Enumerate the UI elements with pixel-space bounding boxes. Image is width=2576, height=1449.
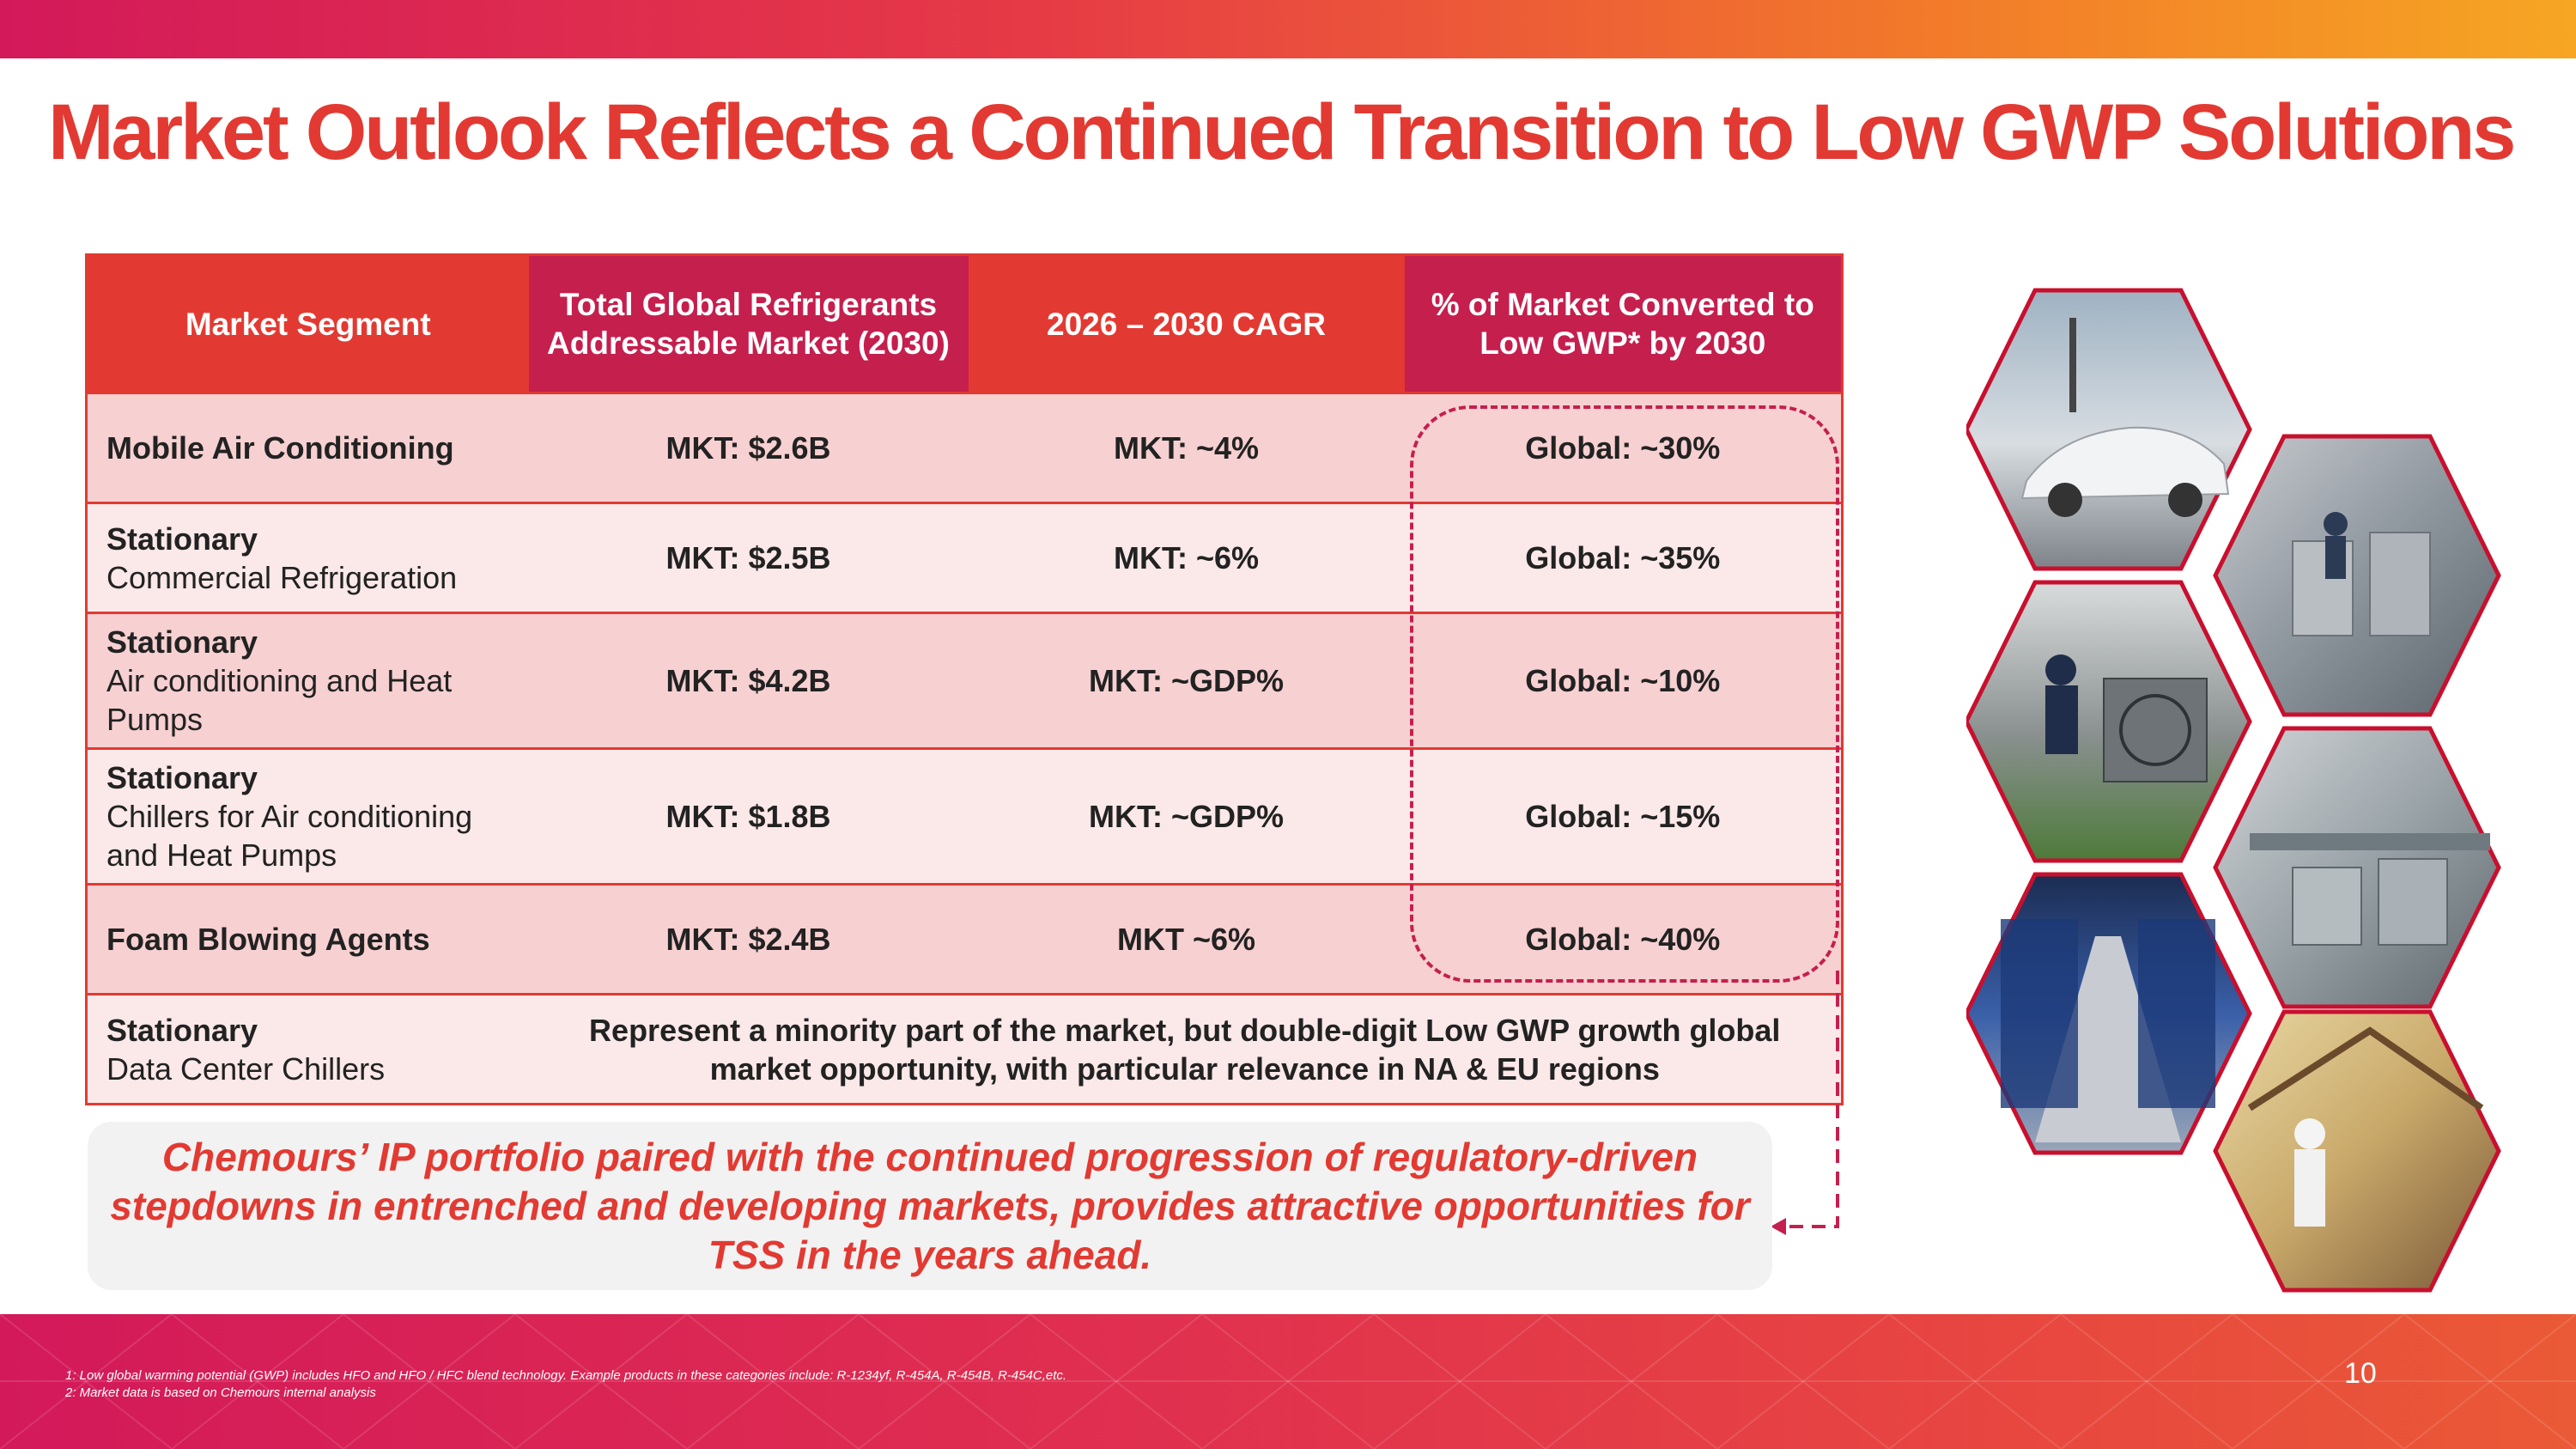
callout-text: Chemours’ IP portfolio paired with the c…: [110, 1134, 1750, 1277]
chiller-plant-photo: [2213, 726, 2501, 1009]
market-cell: MKT: $2.4B: [528, 883, 969, 995]
cagr-cell: MKT: ~GDP%: [968, 612, 1405, 749]
segment-cell: Foam Blowing Agents: [86, 883, 529, 995]
header-market-segment: Market Segment: [86, 254, 529, 393]
geometric-pattern-icon: [0, 1314, 2576, 1449]
segment-name: Stationary: [106, 760, 258, 795]
table-row: Stationary Data Center Chillers Represen…: [86, 993, 1843, 1105]
cagr-cell: MKT ~6%: [968, 883, 1405, 995]
segment-subname: Data Center Chillers: [106, 1050, 386, 1087]
bottom-gradient-bar: [0, 1314, 2576, 1449]
table-row: Stationary Air conditioning and Heat Pum…: [86, 612, 1843, 749]
converted-cell: Global: ~15%: [1404, 747, 1843, 885]
cagr-cell: MKT: ~6%: [968, 502, 1405, 613]
heat-pump-technician-photo: [1966, 580, 2252, 863]
converted-cell: Global: ~40%: [1404, 883, 1843, 995]
segment-name: Stationary: [106, 521, 258, 557]
callout-box: Chemours’ IP portfolio paired with the c…: [88, 1122, 1772, 1290]
market-table: Market Segment Total Global Refrigerants…: [85, 253, 1844, 1105]
footnote-1: 1: Low global warming potential (GWP) in…: [65, 1368, 1067, 1383]
segment-cell: Stationary Commercial Refrigeration: [86, 502, 529, 613]
header-addressable-market: Total Global Refrigerants Addressable Ma…: [528, 254, 969, 393]
segment-subname: Commercial Refrigeration: [106, 559, 458, 595]
table-header-row: Market Segment Total Global Refrigerants…: [86, 254, 1843, 393]
cagr-cell: MKT: ~GDP%: [968, 747, 1405, 885]
market-cell: MKT: $2.6B: [528, 392, 969, 503]
cagr-cell: MKT: ~4%: [968, 392, 1405, 503]
hexagon-photo-collage: [1966, 288, 2501, 1293]
foam-insulation-photo: [2213, 1009, 2501, 1293]
segment-name: Foam Blowing Agents: [106, 922, 430, 957]
table-row: Stationary Commercial Refrigeration MKT:…: [86, 502, 1843, 613]
header-converted: % of Market Converted to Low GWP* by 203…: [1404, 254, 1843, 393]
data-center-photo: [1966, 872, 2252, 1155]
converted-cell: Global: ~30%: [1404, 392, 1843, 503]
footnote-2: 2: Market data is based on Chemours inte…: [65, 1385, 376, 1400]
table-row: Foam Blowing Agents MKT: $2.4B MKT ~6% G…: [86, 883, 1843, 995]
market-cell: MKT: $1.8B: [528, 747, 969, 885]
segment-name: Stationary: [106, 1012, 258, 1048]
segment-cell: Stationary Air conditioning and Heat Pum…: [86, 612, 529, 749]
segment-name: Mobile Air Conditioning: [106, 430, 454, 466]
callout-connector-arrow: [1771, 971, 1839, 1235]
converted-cell: Global: ~10%: [1404, 612, 1843, 749]
electric-car-photo: [1966, 288, 2252, 571]
table-row: Mobile Air Conditioning MKT: $2.6B MKT: …: [86, 392, 1843, 503]
converted-cell: Global: ~35%: [1404, 502, 1843, 613]
table-row: Stationary Chillers for Air conditioning…: [86, 747, 1843, 885]
technicians-equipment-photo: [2213, 434, 2501, 717]
segment-subname: Chillers for Air conditioning and Heat P…: [106, 799, 473, 873]
header-cagr: 2026 – 2030 CAGR: [968, 254, 1405, 393]
segment-name: Stationary: [106, 624, 258, 660]
market-cell: MKT: $2.5B: [528, 502, 969, 613]
slide-title: Market Outlook Reflects a Continued Tran…: [48, 88, 2516, 176]
segment-cell: Mobile Air Conditioning: [86, 392, 529, 503]
segment-cell: Stationary Data Center Chillers: [86, 993, 529, 1105]
market-cell: MKT: $4.2B: [528, 612, 969, 749]
segment-subname: Air conditioning and Heat Pumps: [106, 663, 453, 737]
page-number: 10: [2344, 1357, 2377, 1390]
minority-note-cell: Represent a minority part of the market,…: [528, 993, 1843, 1105]
segment-cell: Stationary Chillers for Air conditioning…: [86, 747, 529, 885]
top-gradient-bar: [0, 0, 2576, 58]
